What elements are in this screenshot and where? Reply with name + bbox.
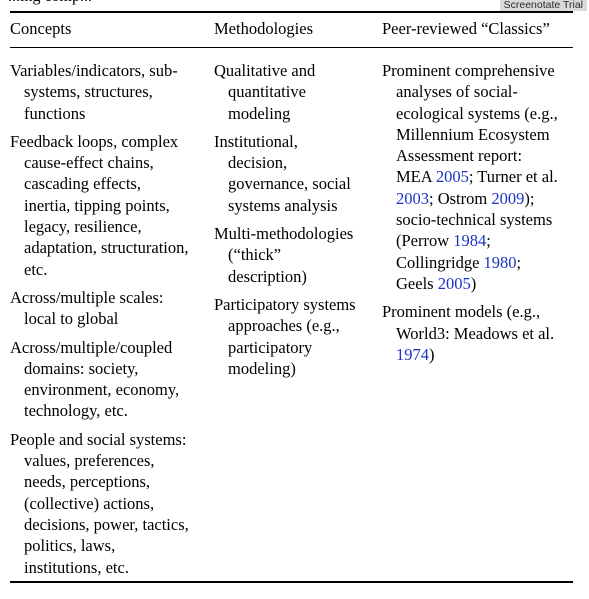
cell-text: ; Turner et al. bbox=[468, 167, 558, 187]
cell-line: values, preferences, bbox=[24, 451, 155, 471]
cell-text: ) bbox=[429, 344, 435, 364]
cell-line: Participatory systems bbox=[214, 294, 356, 314]
table-header-rule bbox=[10, 47, 573, 48]
cell-line: inertia, tipping points, bbox=[24, 195, 170, 215]
methodology-cell: Multi-methodologies (“thick” description… bbox=[214, 223, 374, 287]
cell-text: ; Ostrom bbox=[429, 188, 492, 208]
cell-line: Assessment report: bbox=[396, 146, 523, 166]
citation-link[interactable]: 2005 bbox=[435, 167, 469, 187]
cell-line: Qualitative and bbox=[214, 61, 316, 80]
cell-line: legacy, resilience, bbox=[24, 217, 142, 237]
cell-line: governance, social bbox=[228, 174, 351, 194]
cell-line: socio-technical systems bbox=[396, 210, 553, 230]
cell-line: People and social systems: bbox=[10, 429, 187, 449]
methodology-cell: Qualitative and quantitative modeling bbox=[214, 60, 374, 124]
cell-line: ecological systems (e.g., bbox=[396, 103, 558, 123]
concept-cell: Across/multiple scales: local to global bbox=[10, 287, 210, 330]
concept-cell: Across/multiple/coupled domains: society… bbox=[10, 337, 210, 422]
cell-line: functions bbox=[24, 103, 86, 123]
cell-line: approaches (e.g., bbox=[228, 316, 340, 336]
cell-line: participatory bbox=[228, 337, 313, 357]
cell-line: description) bbox=[228, 266, 307, 286]
cell-text: ; bbox=[486, 231, 491, 251]
cell-line: Across/multiple scales: bbox=[10, 287, 164, 307]
cell-line: cause-effect chains, bbox=[24, 153, 154, 173]
classics-column: Prominent comprehensive analyses of soci… bbox=[382, 60, 577, 372]
concept-cell: Variables/indicators, sub- systems, stru… bbox=[10, 60, 210, 124]
cell-line: etc. bbox=[24, 259, 48, 279]
citation-link[interactable]: 2005 bbox=[437, 273, 471, 293]
cell-line: Institutional, bbox=[214, 131, 298, 151]
concept-cell: People and social systems: values, prefe… bbox=[10, 429, 210, 578]
concepts-column: Variables/indicators, sub- systems, stru… bbox=[10, 60, 210, 585]
header-classics: Peer-reviewed “Classics” bbox=[382, 19, 550, 38]
cell-line: environment, economy, bbox=[24, 380, 180, 400]
cell-line: institutions, etc. bbox=[24, 557, 129, 577]
cell-line: politics, laws, bbox=[24, 536, 116, 556]
cell-line: systems, structures, bbox=[24, 82, 153, 102]
cell-line: modeling) bbox=[228, 358, 296, 378]
cell-line: Across/multiple/coupled bbox=[10, 337, 173, 357]
cell-line: (Perrow 1984; bbox=[382, 230, 577, 251]
header-methodologies: Methodologies bbox=[214, 19, 313, 38]
table-bottom-rule bbox=[10, 581, 573, 583]
citation-link[interactable]: 2003 bbox=[396, 188, 429, 208]
cell-text: ; bbox=[516, 252, 522, 272]
cell-line: domains: society, bbox=[24, 358, 139, 378]
cell-line: Millennium Ecosystem bbox=[396, 124, 550, 144]
cell-line: Collingridge 1980; bbox=[382, 252, 577, 273]
citation-link[interactable]: 1974 bbox=[396, 344, 429, 364]
cell-line: decision, bbox=[228, 153, 288, 173]
table-caption-fragment: ...ing comp... bbox=[8, 0, 92, 6]
table-top-rule bbox=[10, 11, 573, 13]
cell-line: analyses of social- bbox=[396, 82, 518, 102]
methodology-cell: Institutional, decision, governance, soc… bbox=[214, 131, 374, 216]
methodology-cell: Participatory systems approaches (e.g., … bbox=[214, 294, 374, 379]
citation-link[interactable]: 1984 bbox=[453, 231, 487, 251]
cell-line: cascading effects, bbox=[24, 174, 141, 194]
cell-line: 2003; Ostrom 2009); bbox=[382, 188, 577, 209]
cell-text: (Perrow bbox=[396, 231, 454, 251]
cell-text: MEA bbox=[396, 167, 436, 187]
citation-link[interactable]: 2009 bbox=[491, 188, 525, 208]
cell-line: MEA 2005; Turner et al. bbox=[382, 166, 577, 187]
cell-line: needs, perceptions, bbox=[24, 472, 150, 492]
cell-line: local to global bbox=[24, 309, 119, 329]
cell-line: modeling bbox=[228, 103, 291, 123]
cell-line: systems analysis bbox=[228, 195, 338, 215]
cell-line: (“thick” bbox=[228, 245, 282, 265]
cell-line: (collective) actions, bbox=[24, 493, 155, 513]
cell-line: Prominent models (e.g., bbox=[382, 302, 541, 322]
classics-cell: Prominent comprehensive analyses of soci… bbox=[382, 60, 577, 294]
cell-line: decisions, power, tactics, bbox=[24, 514, 189, 534]
cell-line: quantitative bbox=[228, 82, 306, 102]
cell-line: adaptation, structuration, bbox=[24, 238, 189, 258]
cell-line: Prominent comprehensive bbox=[382, 61, 555, 80]
cell-text: ) bbox=[470, 273, 477, 293]
cell-line: technology, etc. bbox=[24, 401, 128, 421]
cell-text: ); bbox=[524, 188, 535, 208]
cell-line: Geels 2005) bbox=[382, 273, 577, 294]
citation-link[interactable]: 1980 bbox=[483, 252, 517, 272]
cell-line: World3: Meadows et al. bbox=[396, 323, 555, 343]
watermark-badge: Screenotate Trial bbox=[499, 0, 587, 11]
cell-line: Variables/indicators, sub- bbox=[10, 61, 178, 80]
cell-line: Multi-methodologies bbox=[214, 224, 354, 244]
cell-text: Geels bbox=[396, 273, 438, 293]
methodologies-column: Qualitative and quantitative modeling In… bbox=[214, 60, 374, 386]
cell-line: Feedback loops, complex bbox=[10, 131, 179, 151]
cell-line: 1974) bbox=[382, 344, 577, 365]
concept-cell: Feedback loops, complex cause-effect cha… bbox=[10, 131, 210, 280]
cell-text: Collingridge bbox=[396, 252, 484, 272]
classics-cell: Prominent models (e.g., World3: Meadows … bbox=[382, 301, 577, 365]
header-concepts: Concepts bbox=[10, 19, 72, 38]
